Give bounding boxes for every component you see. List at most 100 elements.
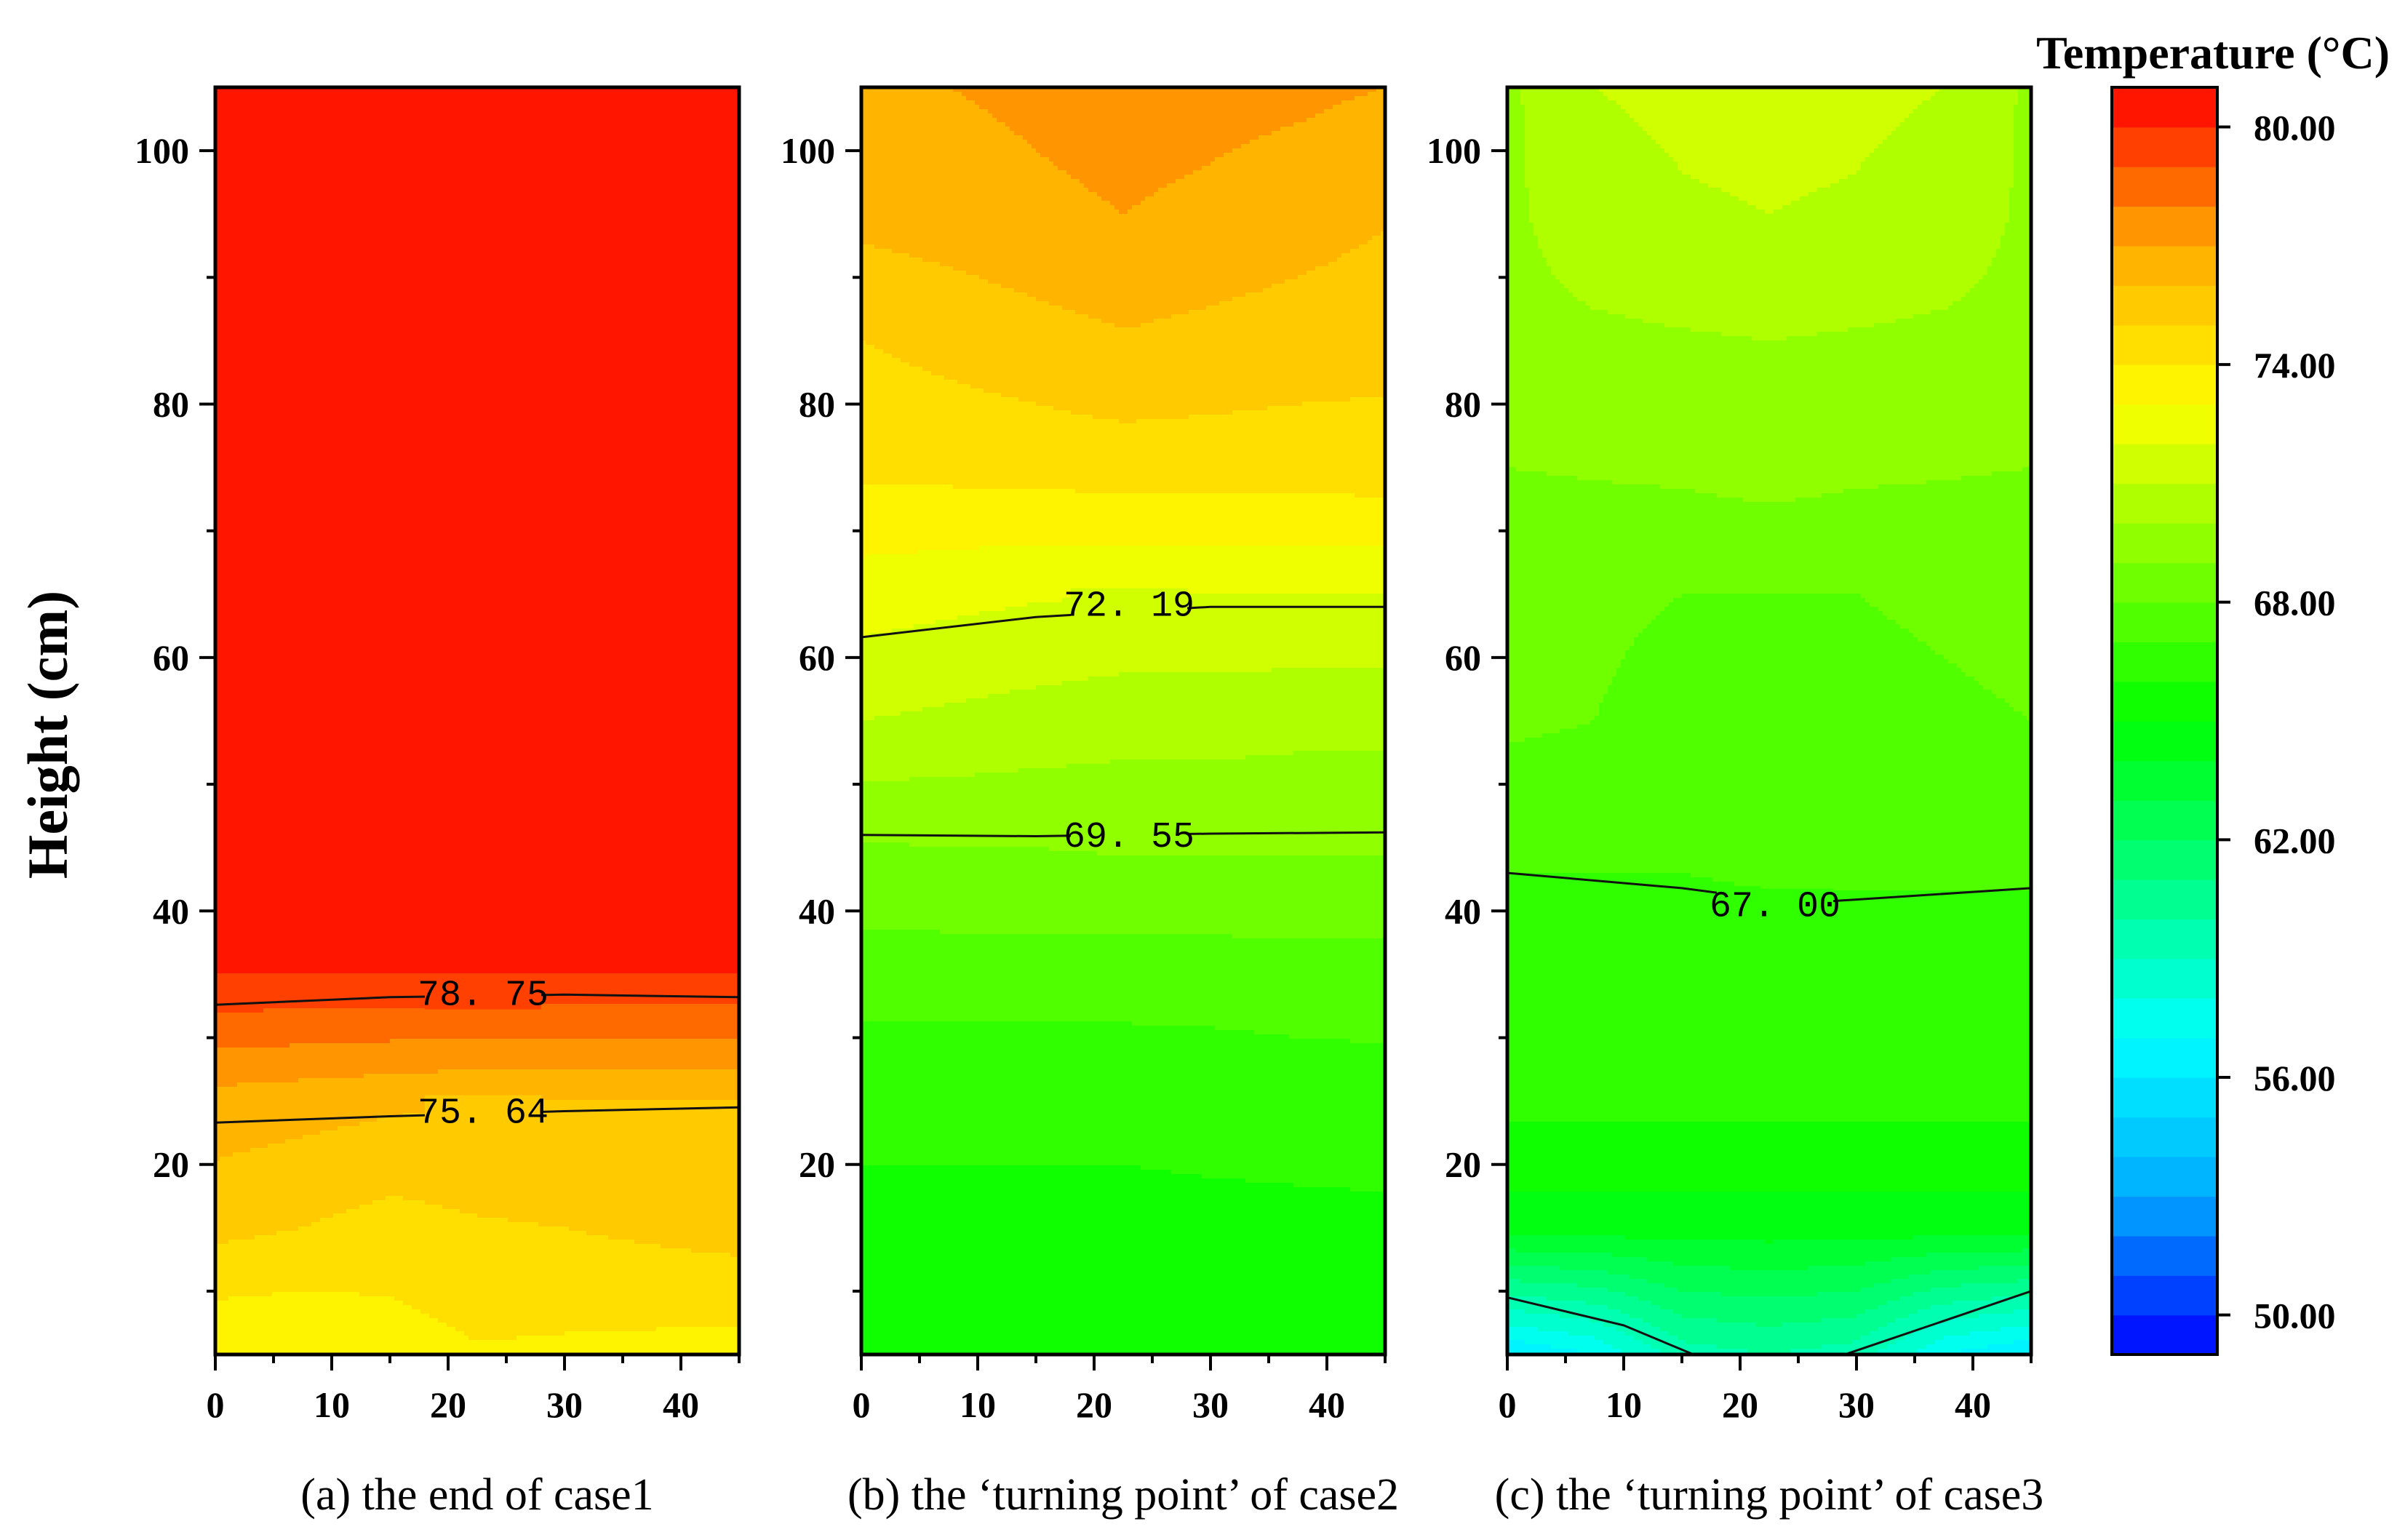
panel-a: 78. 7575. 640 10 20 30 4020406080100(a) the … bbox=[135, 87, 740, 1520]
contour-cell bbox=[713, 100, 718, 105]
contour-cell bbox=[464, 92, 469, 97]
contour-cell bbox=[512, 96, 517, 101]
contour-cell bbox=[242, 109, 247, 114]
contour-cell bbox=[290, 105, 295, 110]
contour-cell bbox=[639, 92, 644, 97]
contour-cell bbox=[237, 92, 242, 97]
contour-cell bbox=[359, 92, 364, 97]
contour-cell bbox=[661, 100, 666, 105]
contour-cell bbox=[316, 92, 321, 97]
contour-cell bbox=[508, 109, 513, 114]
contour-cell bbox=[591, 100, 596, 105]
contour-cell bbox=[324, 109, 330, 114]
contour-cell bbox=[538, 105, 543, 110]
contour-cell bbox=[730, 105, 735, 110]
contour-cell bbox=[303, 96, 308, 101]
contour-cell bbox=[678, 100, 683, 105]
contour-cell bbox=[294, 96, 299, 101]
contour-cell bbox=[665, 96, 670, 101]
contour-cell bbox=[333, 109, 338, 114]
contour-cell bbox=[329, 109, 334, 114]
contour-cell bbox=[377, 92, 382, 97]
contour-cell bbox=[722, 96, 727, 101]
contour-cell bbox=[377, 100, 382, 105]
contour-cell bbox=[316, 100, 321, 105]
contour-cell bbox=[538, 96, 543, 101]
contour-cell bbox=[224, 109, 229, 114]
contour-cell bbox=[255, 92, 260, 97]
contour-cell bbox=[726, 109, 731, 114]
contour-cell bbox=[224, 96, 229, 101]
contour-cell bbox=[517, 96, 522, 101]
contour-cell bbox=[403, 109, 408, 114]
contour-cell bbox=[634, 100, 639, 105]
contour-cell bbox=[451, 109, 456, 114]
contour-cell bbox=[586, 100, 591, 105]
contour-cell bbox=[220, 113, 225, 119]
contour-cell bbox=[412, 96, 417, 101]
contour-cell bbox=[695, 109, 701, 114]
contour-cell bbox=[237, 100, 242, 105]
contour-cell bbox=[713, 105, 718, 110]
contour-cell bbox=[233, 100, 238, 105]
contour-cell bbox=[298, 96, 303, 101]
contour-cell bbox=[250, 92, 255, 97]
contour-cell bbox=[237, 96, 242, 101]
contour-cell bbox=[364, 105, 369, 110]
contour-cell bbox=[547, 105, 552, 110]
contour-cell bbox=[730, 96, 735, 101]
contour-cell bbox=[530, 96, 535, 101]
contour-cell bbox=[425, 96, 430, 101]
contour-cell bbox=[717, 109, 722, 114]
contour-cell bbox=[425, 92, 430, 97]
contour-cell bbox=[268, 109, 273, 114]
contour-cell bbox=[303, 109, 308, 114]
contour-cell bbox=[560, 109, 565, 114]
contour-cell bbox=[517, 100, 522, 105]
contour-cell bbox=[621, 109, 626, 114]
contour-cell bbox=[604, 92, 609, 97]
contour-cell bbox=[730, 109, 735, 114]
contour-cell bbox=[647, 109, 653, 114]
contour-cell bbox=[298, 109, 303, 114]
contour-cell bbox=[464, 96, 469, 101]
contour-cell bbox=[420, 96, 426, 101]
contour-cell bbox=[709, 96, 714, 101]
contour-cell bbox=[447, 96, 452, 101]
contour-cell bbox=[591, 92, 596, 97]
contour-cell bbox=[324, 92, 330, 97]
contour-cell bbox=[704, 100, 709, 105]
contour-cell bbox=[591, 105, 596, 110]
contour-cell bbox=[482, 96, 487, 101]
contour-cell bbox=[521, 96, 526, 101]
contour-cell bbox=[355, 105, 360, 110]
contour-cell bbox=[333, 96, 338, 101]
contour-cell bbox=[368, 96, 373, 101]
contour-cell bbox=[582, 92, 587, 97]
contour-cell bbox=[626, 105, 631, 110]
contour-cell bbox=[468, 105, 474, 110]
contour-cell bbox=[499, 109, 504, 114]
contour-cell bbox=[324, 100, 330, 105]
contour-cell bbox=[578, 109, 583, 114]
contour-cell bbox=[722, 105, 727, 110]
contour-cell bbox=[621, 92, 626, 97]
contour-cell bbox=[438, 100, 443, 105]
contour-cell bbox=[495, 100, 500, 105]
contour-cell bbox=[643, 109, 648, 114]
contour-cell bbox=[512, 105, 517, 110]
contour-cell bbox=[669, 92, 674, 97]
contour-cell bbox=[674, 109, 679, 114]
contour-cell bbox=[442, 109, 447, 114]
contour-cell bbox=[482, 105, 487, 110]
contour-cell bbox=[246, 109, 251, 114]
contour-cell bbox=[473, 92, 478, 97]
contour-cell bbox=[416, 109, 421, 114]
contour-cell bbox=[372, 92, 378, 97]
contour-cell bbox=[621, 100, 626, 105]
contour-cell bbox=[525, 100, 530, 105]
contour-cell bbox=[386, 109, 391, 114]
contour-cell bbox=[473, 96, 478, 101]
contour-cell bbox=[368, 100, 373, 105]
contour-cell bbox=[604, 96, 609, 101]
